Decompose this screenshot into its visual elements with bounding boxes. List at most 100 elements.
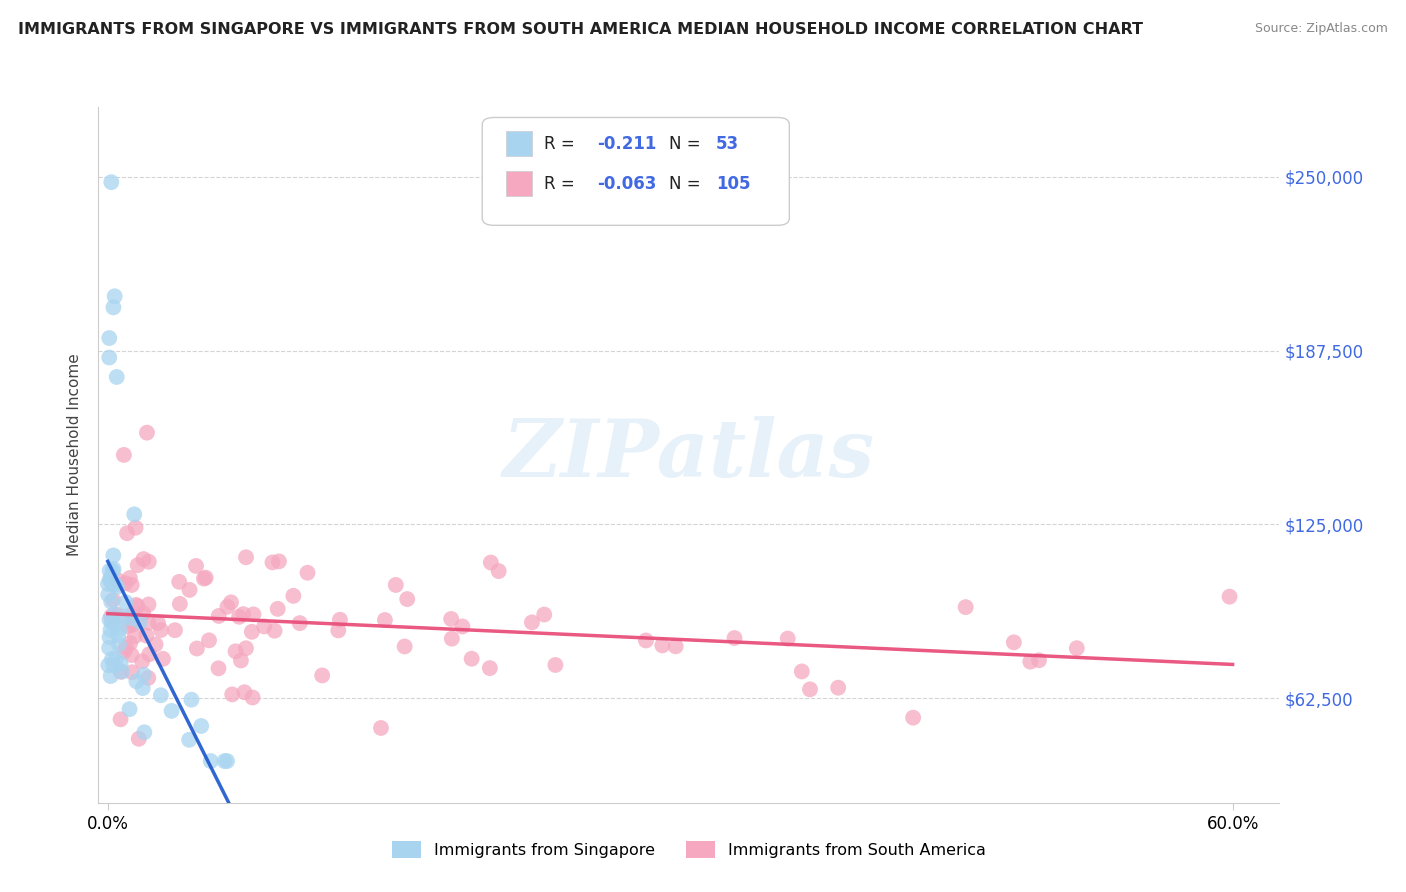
Point xyxy=(97,658,120,673)
Point xyxy=(100,595,122,609)
Point xyxy=(115,640,138,655)
Point xyxy=(651,639,673,653)
Point xyxy=(134,725,156,739)
Text: 53: 53 xyxy=(716,135,740,153)
Point xyxy=(107,628,129,642)
Point xyxy=(118,571,141,585)
Point xyxy=(311,668,333,682)
Point xyxy=(198,633,221,648)
Point xyxy=(132,681,155,695)
Point xyxy=(235,550,257,565)
Point xyxy=(440,632,463,646)
Point xyxy=(97,588,120,602)
Point xyxy=(263,624,285,638)
Point xyxy=(110,657,132,671)
Point xyxy=(97,577,120,591)
Point xyxy=(125,674,148,689)
Point xyxy=(108,622,131,636)
Legend: Immigrants from Singapore, Immigrants from South America: Immigrants from Singapore, Immigrants fr… xyxy=(385,835,993,864)
Point xyxy=(1219,590,1241,604)
Point xyxy=(229,653,252,667)
Point xyxy=(127,558,149,573)
Point xyxy=(103,658,125,673)
Point xyxy=(128,731,150,746)
Point xyxy=(790,665,813,679)
Point xyxy=(267,554,290,568)
Point xyxy=(103,549,125,563)
Bar xyxy=(506,171,531,196)
Point xyxy=(955,600,977,615)
Point xyxy=(98,573,121,587)
Point xyxy=(121,615,143,630)
FancyBboxPatch shape xyxy=(482,118,789,226)
Point xyxy=(149,688,172,702)
Point xyxy=(200,754,222,768)
Point xyxy=(520,615,543,630)
Point xyxy=(194,571,217,585)
Point xyxy=(240,624,263,639)
Point xyxy=(262,555,284,569)
Point xyxy=(180,692,202,706)
Point xyxy=(149,623,172,637)
Point xyxy=(121,648,143,662)
Point xyxy=(207,661,229,675)
Point xyxy=(138,647,160,661)
Point xyxy=(124,629,146,643)
Point xyxy=(219,595,242,609)
Text: N =: N = xyxy=(669,135,706,153)
Point xyxy=(98,331,121,345)
Point xyxy=(100,571,122,585)
Point xyxy=(110,665,132,679)
Point xyxy=(163,623,186,637)
Point xyxy=(152,652,174,666)
Point xyxy=(235,641,257,656)
Point xyxy=(827,681,849,695)
Point xyxy=(104,577,127,591)
Point xyxy=(232,607,254,622)
Point xyxy=(105,580,128,594)
Point xyxy=(1019,655,1042,669)
Point xyxy=(217,599,239,614)
Point xyxy=(98,640,121,655)
Point xyxy=(129,615,152,629)
Point xyxy=(101,564,124,578)
Point xyxy=(799,682,821,697)
Point xyxy=(225,644,247,658)
Point xyxy=(221,688,243,702)
Point xyxy=(108,638,131,652)
Point xyxy=(120,636,142,650)
Point xyxy=(160,704,183,718)
Point xyxy=(103,562,125,576)
Point xyxy=(122,508,145,522)
Point xyxy=(478,661,501,675)
Point xyxy=(103,607,125,622)
Point xyxy=(1002,635,1025,649)
Point xyxy=(100,609,122,624)
Point xyxy=(114,609,136,624)
Text: R =: R = xyxy=(544,175,579,193)
Point xyxy=(533,607,555,622)
Point xyxy=(125,598,148,612)
Point xyxy=(479,556,502,570)
Point xyxy=(136,671,159,685)
Point xyxy=(114,595,136,609)
Point xyxy=(723,631,745,645)
Point xyxy=(901,711,924,725)
Point xyxy=(100,175,122,189)
Point xyxy=(98,630,121,644)
Point xyxy=(111,665,134,679)
Point xyxy=(544,657,567,672)
Point xyxy=(120,611,142,625)
Point xyxy=(100,623,122,637)
Point xyxy=(124,521,146,535)
Point xyxy=(131,654,153,668)
Point xyxy=(138,598,160,612)
Text: -0.063: -0.063 xyxy=(596,175,657,193)
Point xyxy=(101,593,124,607)
Point xyxy=(112,448,135,462)
Point xyxy=(121,607,143,622)
Point xyxy=(374,613,396,627)
Point xyxy=(329,613,352,627)
Text: R =: R = xyxy=(544,135,579,153)
Point xyxy=(121,578,143,592)
